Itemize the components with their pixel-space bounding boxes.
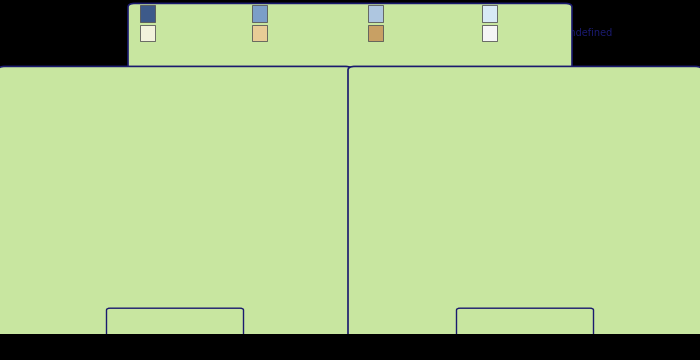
Polygon shape [376,175,438,246]
Text: Suppressed/Undefined: Suppressed/Undefined [503,28,612,38]
Polygon shape [584,203,633,255]
Text: More than 6%: More than 6% [161,9,229,18]
Polygon shape [429,217,478,255]
Polygon shape [241,203,290,255]
Text: 2% to 1%: 2% to 1% [273,28,320,38]
Polygon shape [220,203,290,255]
Polygon shape [113,182,151,229]
Polygon shape [307,175,337,225]
Polygon shape [314,69,337,175]
Polygon shape [486,274,580,313]
Polygon shape [429,155,456,229]
Polygon shape [113,229,170,255]
Text: 5% to 4%: 5% to 4% [389,9,435,18]
Text: 3% to 2%: 3% to 2% [161,28,208,38]
Polygon shape [456,229,513,255]
Polygon shape [633,69,680,175]
Text: 1% or Below: 1% or Below [389,28,449,38]
Polygon shape [307,210,337,253]
Polygon shape [438,255,478,285]
Polygon shape [104,155,113,229]
Polygon shape [601,155,650,203]
Polygon shape [456,155,496,210]
Polygon shape [601,69,657,155]
Polygon shape [86,217,135,255]
Polygon shape [580,246,650,299]
Polygon shape [376,139,447,175]
Polygon shape [662,253,680,278]
Polygon shape [447,155,456,229]
Polygon shape [94,255,135,285]
Polygon shape [527,69,601,210]
Polygon shape [458,229,511,313]
Text: 4% to 3%: 4% to 3% [503,9,549,18]
Polygon shape [153,139,220,210]
Text: Local Government: Local Government [454,315,596,329]
Polygon shape [494,210,556,255]
Polygon shape [621,246,650,283]
Polygon shape [151,229,204,297]
Polygon shape [184,69,258,210]
Polygon shape [216,255,258,299]
Polygon shape [86,155,113,229]
Polygon shape [151,210,213,255]
Polygon shape [258,69,314,155]
Polygon shape [368,100,435,139]
Polygon shape [427,100,452,132]
Polygon shape [184,139,241,210]
Polygon shape [109,128,126,147]
Polygon shape [74,255,95,269]
Polygon shape [33,210,94,269]
Polygon shape [456,182,494,229]
Polygon shape [494,229,547,297]
Polygon shape [122,105,172,147]
Polygon shape [469,128,514,175]
Polygon shape [657,69,680,175]
Polygon shape [25,100,92,139]
Polygon shape [144,274,237,313]
Polygon shape [368,69,496,128]
Polygon shape [33,175,94,246]
Polygon shape [196,255,237,313]
Polygon shape [115,285,144,313]
Polygon shape [650,253,662,274]
Polygon shape [258,155,307,203]
Polygon shape [458,285,486,313]
Polygon shape [25,69,153,128]
Text: Source: Washington OFM Projections
Data: Regional Income Division, BEA (11-14-20: Source: Washington OFM Projections Data:… [512,340,695,354]
Polygon shape [496,139,564,210]
Text: 6% to 5%: 6% to 5% [273,9,320,18]
Polygon shape [84,100,109,132]
Polygon shape [559,255,601,299]
Polygon shape [290,69,337,175]
Polygon shape [650,175,680,225]
Polygon shape [237,246,307,299]
Polygon shape [650,210,680,253]
Text: Wholesale Trade: Wholesale Trade [111,315,239,329]
Polygon shape [376,210,438,269]
Polygon shape [527,139,584,210]
Polygon shape [564,203,633,255]
Polygon shape [318,253,337,278]
Polygon shape [307,253,319,274]
Polygon shape [539,255,580,313]
Polygon shape [417,255,438,269]
Polygon shape [113,155,153,210]
Polygon shape [126,128,172,175]
Polygon shape [33,139,104,175]
Polygon shape [278,246,307,283]
Polygon shape [452,128,469,147]
Polygon shape [465,105,514,147]
Polygon shape [115,229,168,313]
